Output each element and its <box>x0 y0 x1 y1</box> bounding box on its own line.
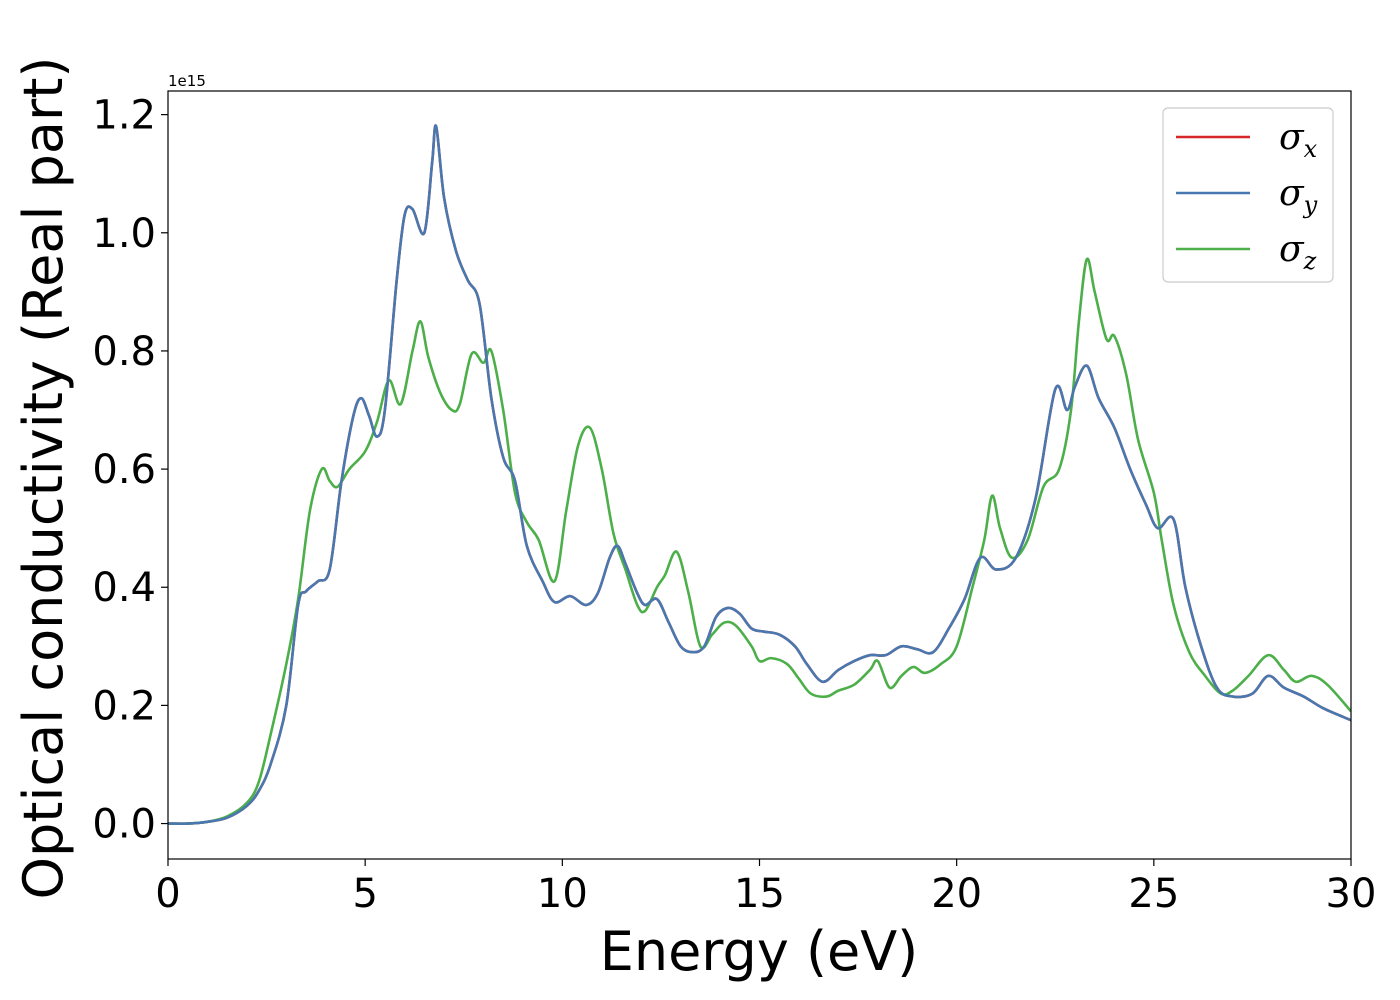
y-tick-label: 1.0 <box>92 211 156 257</box>
x-tick-label: 15 <box>734 871 785 917</box>
y-tick-label: 0.8 <box>92 329 156 375</box>
x-tick-label: 20 <box>931 871 982 917</box>
x-tick-label: 5 <box>352 871 377 917</box>
y-tick-label: 0.0 <box>92 802 156 848</box>
y-axis-label: Optical conductivity (Real part) <box>12 57 75 900</box>
x-tick-label: 25 <box>1128 871 1179 917</box>
x-axis-label: Energy (eV) <box>600 920 919 983</box>
plot-area <box>167 90 1352 860</box>
series-line-z <box>168 257 1351 825</box>
series-line-y <box>168 124 1351 825</box>
y-tick-label: 0.6 <box>92 447 156 493</box>
y-tick-label: 0.2 <box>92 683 156 729</box>
x-tick-label: 10 <box>537 871 588 917</box>
y-tick-label: 0.4 <box>92 565 156 611</box>
y-tick-label: 1.2 <box>92 93 156 139</box>
x-tick-label: 0 <box>155 871 180 917</box>
x-axis-ticks: 0 5 10 15 20 25 30 <box>155 859 1376 917</box>
y-offset-label: 1e15 <box>168 72 206 90</box>
x-tick-label: 30 <box>1326 871 1377 917</box>
y-axis-ticks: 0.0 0.2 0.4 0.6 0.8 1.0 1.2 <box>92 93 168 848</box>
legend-box <box>1162 107 1334 283</box>
